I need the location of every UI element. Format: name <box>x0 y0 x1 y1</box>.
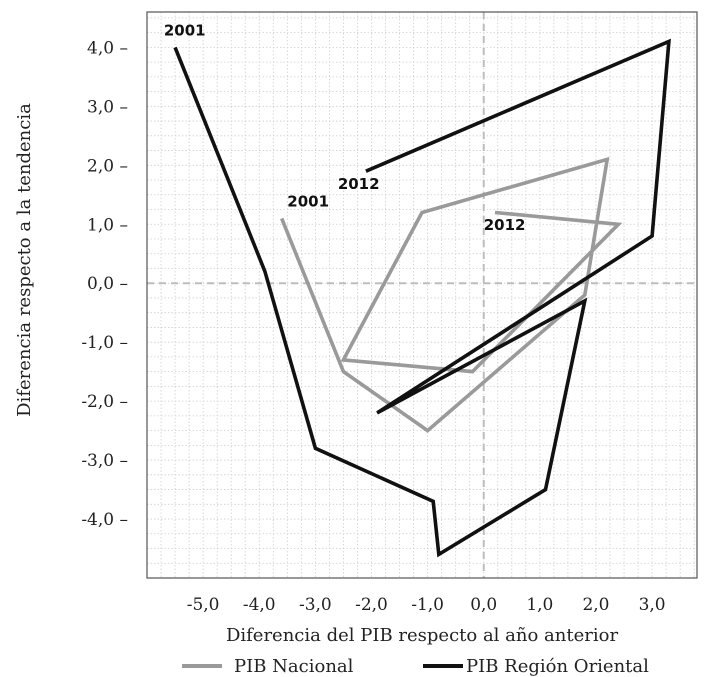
annotation-year-label: 2001 <box>287 193 329 211</box>
y-tick-label: 2,0 – <box>87 156 128 176</box>
y-tick-label: 1,0 – <box>87 215 128 235</box>
x-tick-label: 0,0 <box>470 595 497 615</box>
series-line-pib-nacional <box>280 156 623 433</box>
zero-lines <box>147 12 697 578</box>
x-tick-label: -5,0 <box>187 595 220 615</box>
annotations: 2001 2012 2001 2012 <box>164 22 526 235</box>
y-tick-label: -1,0 – <box>81 333 128 353</box>
x-tick-label: -3,0 <box>299 595 332 615</box>
x-tick-label: -1,0 <box>411 595 444 615</box>
x-tick-label: -4,0 <box>243 595 276 615</box>
y-tick-label: 3,0 – <box>87 97 128 117</box>
legend-label-pib-nacional: PIB Nacional <box>234 656 354 677</box>
y-tick-label: -2,0 – <box>81 392 128 412</box>
series-layer <box>173 38 671 558</box>
y-axis-title: Diferencia respecto a la tendencia <box>14 103 35 417</box>
annotation-year-label: 2012 <box>338 175 380 193</box>
y-tick-label: 4,0 – <box>87 38 128 58</box>
legend-label-pib-region-oriental: PIB Región Oriental <box>466 656 649 677</box>
annotation-year-label: 2012 <box>484 216 526 234</box>
x-axis-title: Diferencia del PIB respecto al año anter… <box>226 625 619 646</box>
x-tick-label: -2,0 <box>355 595 388 615</box>
legend: PIB Nacional PIB Región Oriental <box>182 656 649 677</box>
y-tick-label: -3,0 – <box>81 451 128 471</box>
y-tick-label: 0,0 – <box>87 274 128 294</box>
x-tick-label: 2,0 <box>582 595 609 615</box>
y-tick-labels: 4,0 – 3,0 – 2,0 – 1,0 – 0,0 – -1,0 – -2,0 – -3,… <box>81 38 128 530</box>
grid <box>146 12 697 579</box>
y-tick-label: -4,0 – <box>81 510 128 530</box>
annotation-year-label: 2001 <box>164 22 206 40</box>
series-line-pib-region-oriental <box>173 38 671 558</box>
x-tick-labels: -5,0 -4,0 -3,0 -2,0 -1,0 0,0 1,0 2,0 3,0 <box>187 595 666 615</box>
plot-frame <box>146 11 698 579</box>
x-tick-label: 1,0 <box>526 595 553 615</box>
x-tick-label: 3,0 <box>639 595 666 615</box>
